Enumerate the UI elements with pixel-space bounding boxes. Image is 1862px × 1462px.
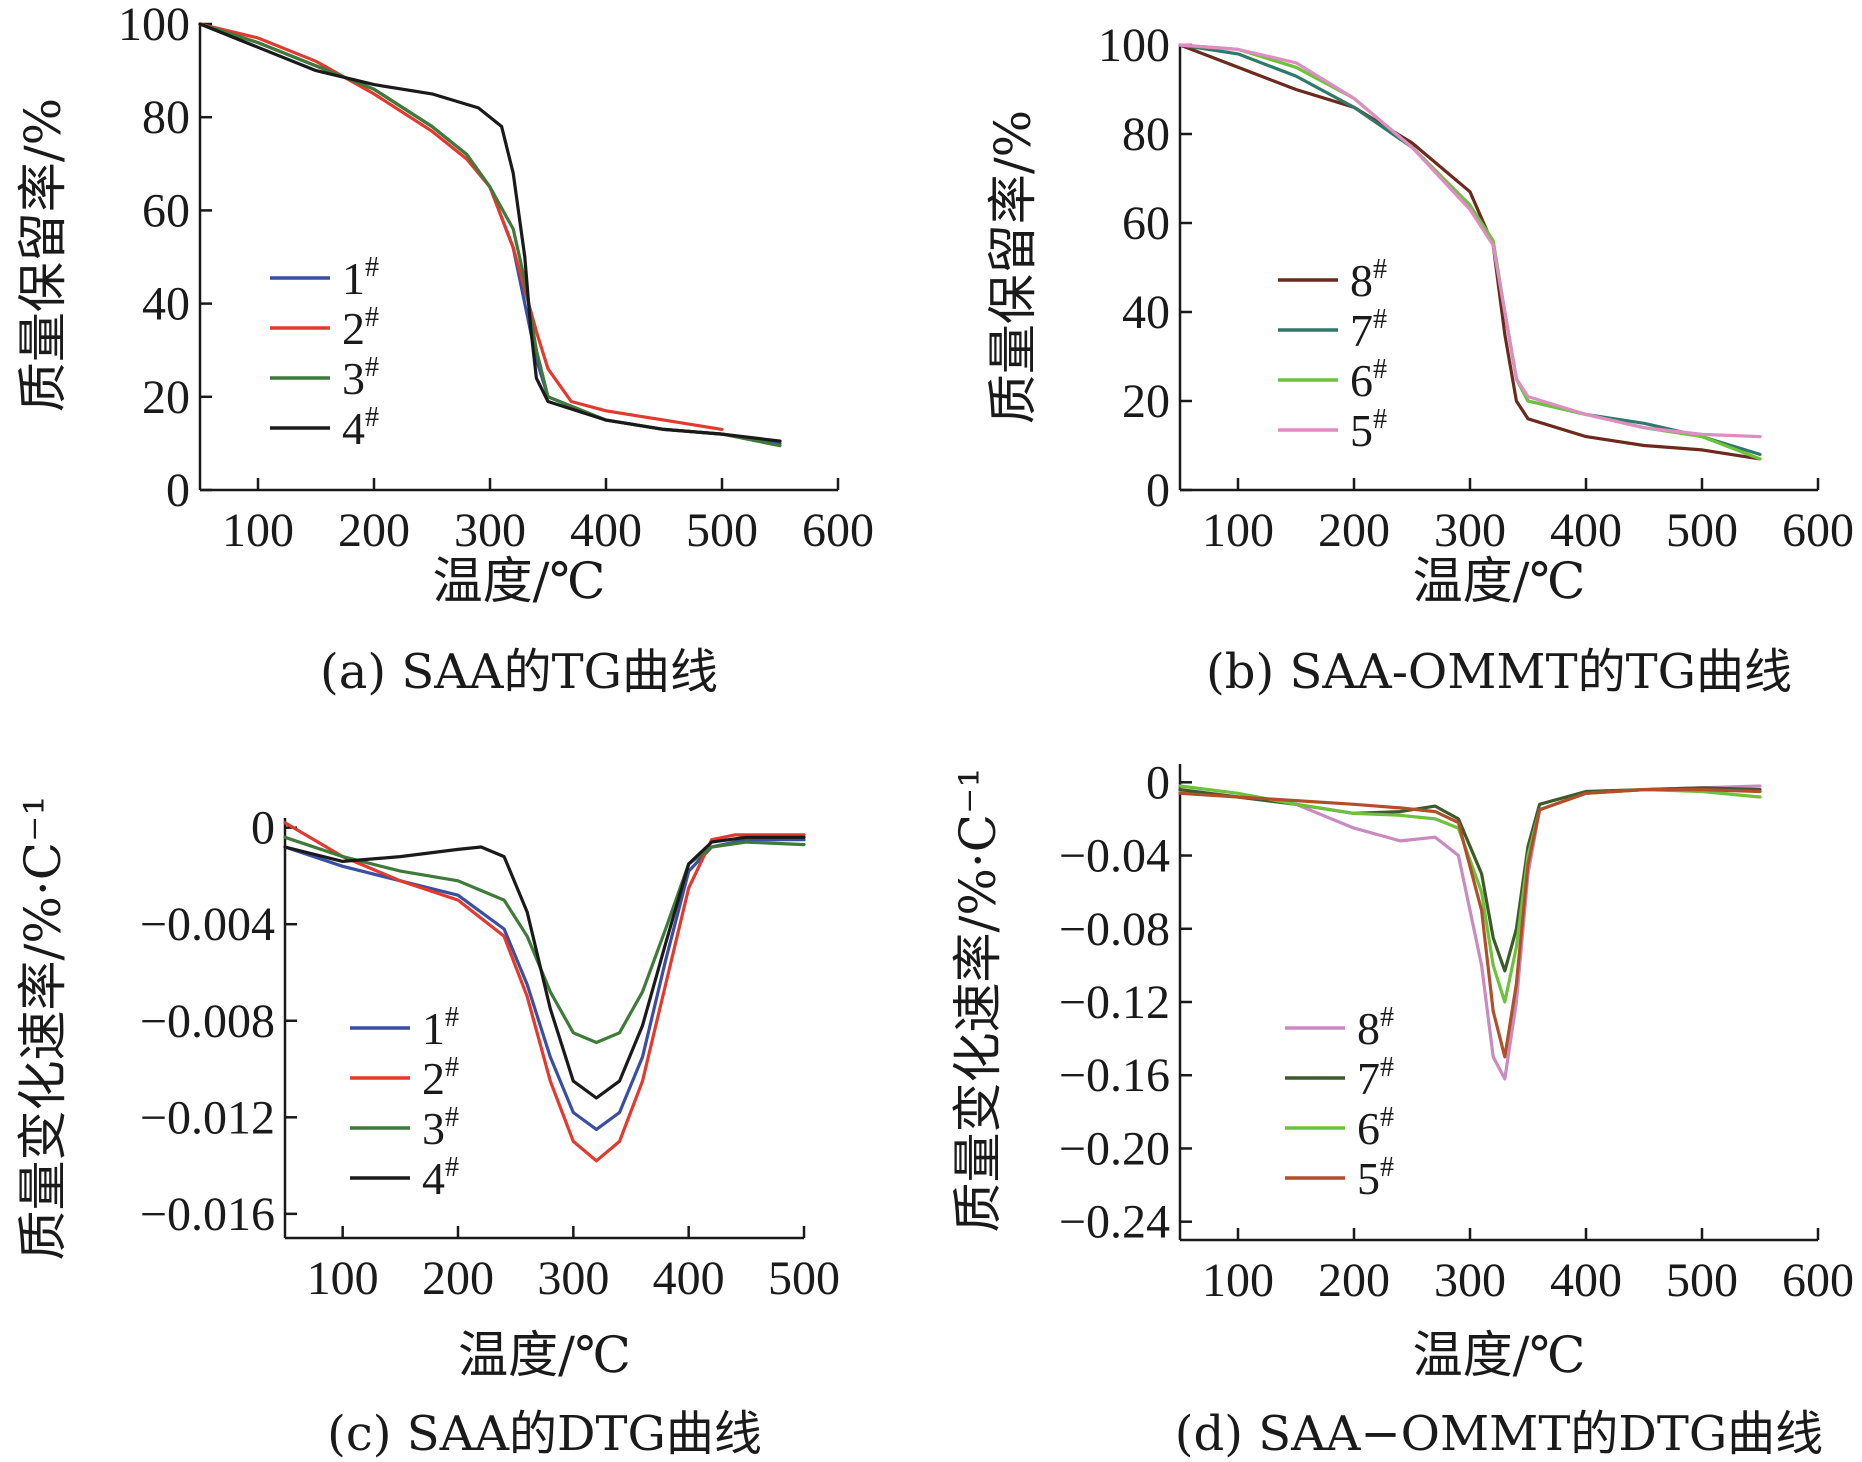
series-line-4: [283, 835, 806, 1100]
legend-label: 4#: [422, 1152, 459, 1204]
series-line-7: [1178, 43, 1762, 456]
y-tick-label: 0: [251, 802, 275, 855]
legend-label: 5#: [1350, 404, 1387, 456]
x-tick-label: 500: [686, 504, 758, 557]
legend-label: 2#: [422, 1052, 459, 1104]
y-axis-label: 质量变化速率/%·C⁻¹: [14, 796, 72, 1261]
y-tick-label: −0.004: [140, 898, 275, 951]
y-tick-label: −0.16: [1059, 1049, 1170, 1102]
x-tick-label: 100: [222, 504, 294, 557]
series-line-8: [1178, 784, 1762, 1081]
x-tick-label: 200: [338, 504, 410, 557]
x-axis-label: 温度/℃: [433, 552, 606, 610]
series-line-7: [1178, 786, 1762, 973]
y-tick-label: −0.012: [140, 1091, 275, 1144]
legend-label: 2#: [342, 302, 379, 354]
x-axis-label: 温度/℃: [1413, 552, 1586, 610]
x-tick-label: 600: [1782, 504, 1854, 557]
x-tick-label: 100: [307, 1252, 379, 1305]
x-tick-label: 300: [454, 504, 526, 557]
legend-label: 5#: [1357, 1152, 1394, 1204]
legend-label: 8#: [1350, 254, 1387, 306]
y-tick-label: −0.008: [140, 995, 275, 1048]
x-axis-label: 温度/℃: [1413, 1326, 1586, 1384]
legend-label: 8#: [1357, 1002, 1394, 1054]
panel-caption: (d) SAA−OMMT的DTG曲线: [1175, 1406, 1823, 1462]
y-tick-label: 100: [1098, 19, 1170, 72]
x-axis-label: 温度/℃: [458, 1326, 631, 1384]
x-tick-label: 100: [1202, 1254, 1274, 1307]
y-tick-label: 0: [1146, 756, 1170, 809]
y-tick-label: 80: [1122, 108, 1170, 161]
y-tick-label: −0.016: [140, 1188, 275, 1241]
x-tick-label: 300: [1434, 1254, 1506, 1307]
series-line-4: [198, 22, 782, 443]
series-line-1: [198, 22, 782, 445]
legend-label: 4#: [342, 402, 379, 454]
y-tick-label: 40: [142, 278, 190, 331]
y-tick-label: −0.24: [1059, 1196, 1170, 1249]
x-tick-label: 500: [1666, 1254, 1738, 1307]
legend-label: 6#: [1350, 354, 1387, 406]
legend-label: 7#: [1357, 1052, 1394, 1104]
panel-caption: (a) SAA的TG曲线: [320, 644, 718, 700]
y-tick-label: −0.04: [1059, 830, 1170, 883]
x-tick-label: 300: [1434, 504, 1506, 557]
chart-panel-d: 100 200 300 400 500 600 0 −0.04 −0.08 −0.12 −0.16 −…: [949, 756, 1854, 1462]
y-tick-label: −0.20: [1059, 1122, 1170, 1175]
x-tick-label: 200: [1318, 1254, 1390, 1307]
chart-panel-b: 100 200 300 400 500 600 0 20 40 60 80 100 8#7#6#5# 温度…: [984, 19, 1854, 700]
x-tick-label: 300: [537, 1252, 609, 1305]
x-tick-label: 200: [1318, 504, 1390, 557]
y-tick-label: 80: [142, 91, 190, 144]
legend-label: 1#: [422, 1002, 459, 1054]
series-line-3: [283, 835, 806, 1045]
y-axis-label: 质量变化速率/%·C⁻¹: [949, 768, 1007, 1233]
x-tick-label: 400: [653, 1252, 725, 1305]
x-tick-label: 600: [802, 504, 874, 557]
series-line-6: [1178, 43, 1762, 461]
y-tick-label: 60: [142, 184, 190, 237]
chart-panel-a: 100 200 300 400 500 600 0 20 40 60 80 100 1#2#3#4# 温度…: [14, 0, 874, 700]
y-tick-label: 0: [1146, 464, 1170, 517]
series-line-3: [198, 22, 782, 448]
y-tick-label: −0.12: [1059, 976, 1170, 1029]
y-axis-label: 质量保留率/%: [14, 98, 72, 412]
x-tick-label: 400: [1550, 504, 1622, 557]
x-tick-label: 100: [1202, 504, 1274, 557]
x-tick-label: 500: [1666, 504, 1738, 557]
legend-label: 7#: [1350, 304, 1387, 356]
panel-caption: (c) SAA的DTG曲线: [327, 1406, 762, 1462]
x-tick-label: 400: [570, 504, 642, 557]
y-tick-label: 20: [142, 371, 190, 424]
x-tick-label: 500: [768, 1252, 840, 1305]
legend-label: 1#: [342, 252, 379, 304]
y-tick-label: 40: [1122, 286, 1170, 339]
series-line-2: [283, 821, 806, 1163]
y-tick-label: −0.08: [1059, 903, 1170, 956]
panel-caption: (b) SAA-OMMT的TG曲线: [1206, 644, 1792, 700]
series-line-5: [1178, 43, 1762, 439]
x-tick-label: 400: [1550, 1254, 1622, 1307]
x-tick-label: 600: [1782, 1254, 1854, 1307]
y-tick-label: 60: [1122, 197, 1170, 250]
chart-panel-c: 100 200 300 400 500 0 −0.004 −0.008 −0.012 −0.016…: [14, 796, 840, 1462]
series-line-8: [1178, 43, 1762, 461]
legend-label: 3#: [422, 1102, 459, 1154]
legend-label: 6#: [1357, 1102, 1394, 1154]
legend-label: 3#: [342, 352, 379, 404]
y-tick-label: 20: [1122, 375, 1170, 428]
series-line-2: [198, 22, 724, 431]
x-tick-label: 200: [422, 1252, 494, 1305]
y-tick-label: 100: [118, 0, 190, 51]
series-line-5: [1178, 788, 1762, 1059]
series-line-6: [1178, 784, 1762, 1004]
y-axis-label: 质量保留率/%: [984, 110, 1042, 424]
series-line-1: [283, 838, 806, 1131]
y-tick-label: 0: [166, 464, 190, 517]
